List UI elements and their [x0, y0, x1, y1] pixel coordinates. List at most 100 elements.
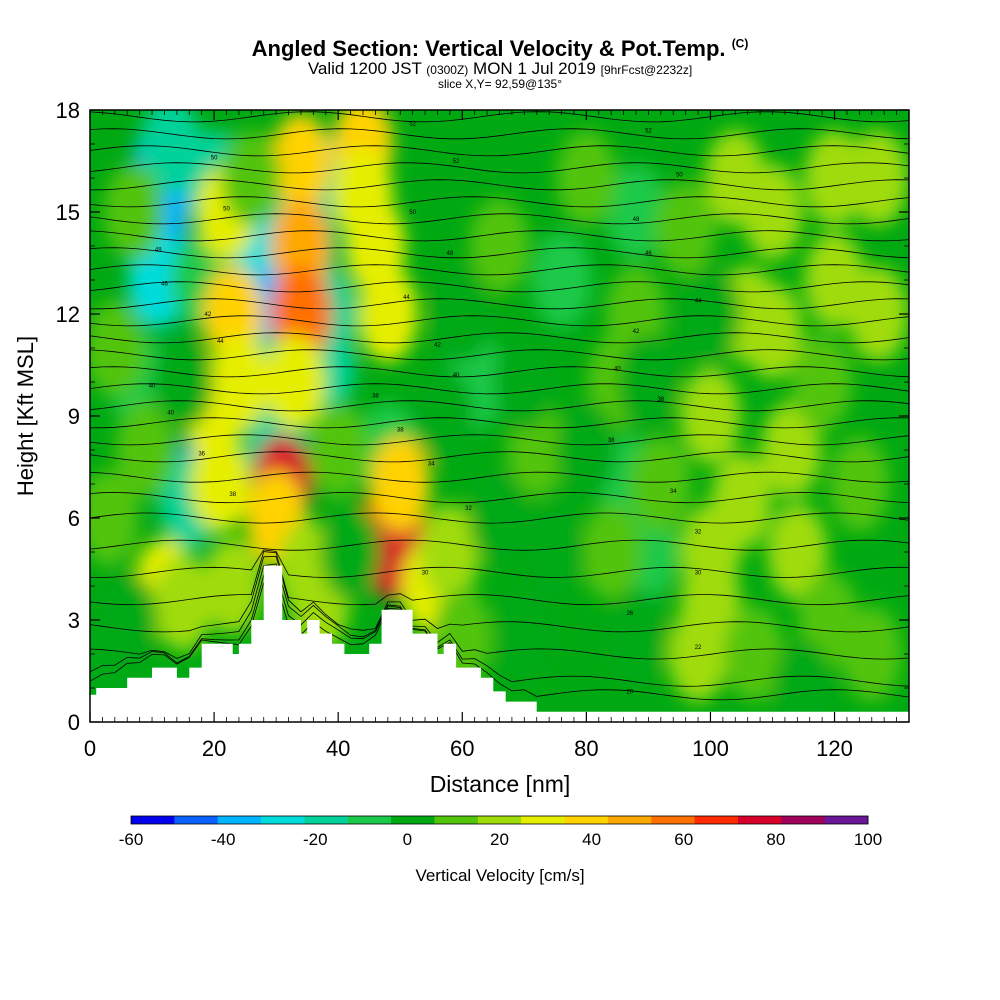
isentrope-line: [90, 247, 909, 259]
isentrope-label: 52: [453, 159, 460, 165]
velocity-cell: [841, 606, 902, 702]
isentrope-line: [90, 573, 909, 687]
y-tick-label: 12: [56, 302, 80, 327]
colorbar-swatch: [824, 816, 869, 824]
isentrope-label: 38: [397, 428, 404, 434]
isentrope-line: [90, 230, 909, 242]
valid-date: MON 1 Jul 2019: [473, 59, 596, 78]
isentrope-line: [90, 539, 909, 551]
isentrope-label: 48: [155, 247, 162, 253]
colorbar-swatch: [737, 816, 782, 824]
velocity-cell: [792, 334, 853, 430]
colorbar-tick-label: -60: [119, 830, 144, 849]
isentrope-label: 40: [453, 373, 460, 379]
y-tick-label: 18: [56, 98, 80, 123]
terrain-mask: [90, 565, 909, 722]
velocity-cell: [103, 164, 164, 260]
velocity-cell: [630, 436, 691, 532]
velocity-cell: [829, 436, 890, 532]
isentrope-label: 38: [608, 438, 615, 444]
isentrope-line: [90, 383, 909, 395]
velocity-cell: [742, 164, 803, 260]
isentrope-line: [90, 264, 909, 276]
velocity-cell: [606, 164, 666, 260]
colorbar-swatch: [261, 816, 305, 824]
y-tick-label: 6: [68, 506, 80, 531]
isentrope-label: 44: [695, 298, 702, 304]
velocity-cell: [357, 266, 418, 362]
colorbar-swatch: [347, 816, 392, 824]
isentrope-label: 22: [695, 645, 702, 651]
colorbar-swatch: [521, 816, 566, 824]
copyright-mark: (C): [731, 36, 749, 51]
chart-title: Angled Section: Vertical Velocity & Pot.…: [0, 36, 1000, 62]
isentrope-line: [90, 551, 909, 606]
x-tick-label: 0: [84, 736, 96, 761]
y-tick-label: 3: [68, 608, 80, 633]
isentrope-label: 30: [422, 570, 429, 576]
colorbar-swatch: [477, 816, 522, 824]
isentrope-label: 50: [223, 207, 230, 213]
velocity-cell: [221, 130, 282, 226]
isentrope-label: 44: [403, 295, 410, 301]
isentrope-label: 36: [198, 451, 205, 457]
isentrope-label: 48: [447, 251, 454, 257]
isentrope-label: 34: [670, 489, 677, 495]
velocity-cell: [432, 266, 493, 362]
isentrope-label: 50: [211, 156, 218, 162]
velocity-cell: [308, 402, 369, 498]
velocity-cell: [525, 504, 586, 600]
valid-forecast: [9hrFcst@2232z]: [600, 63, 693, 77]
isentrope-label: 42: [633, 329, 640, 335]
isentrope-line: [90, 563, 909, 660]
velocity-cell: [153, 555, 214, 651]
isentrope-line: [90, 281, 909, 293]
velocity-cell: [202, 538, 263, 634]
colorbar-swatch: [174, 816, 219, 824]
velocity-cell: [419, 504, 480, 600]
velocity-cell: [97, 572, 158, 668]
velocity-cell: [847, 266, 908, 362]
isentrope-label: 46: [161, 281, 168, 287]
isentrope-line: [90, 434, 909, 446]
chart-title-text: Angled Section: Vertical Velocity & Pot.…: [251, 36, 726, 61]
velocity-cell: [90, 470, 139, 566]
isentrope-label: 26: [626, 611, 633, 617]
velocity-cell: [761, 402, 822, 498]
isentrope-label: 52: [645, 128, 652, 134]
isentrope-label: 32: [695, 530, 702, 536]
velocity-cell: [264, 334, 325, 430]
colorbar: -60 -40 -20 0 20 40 60 80 100: [119, 815, 882, 849]
velocity-cell: [413, 368, 474, 464]
isentrope-line: [90, 179, 909, 191]
isentrope-line: [90, 417, 909, 429]
isentrope-line: [90, 128, 909, 140]
isentrope-label: 38: [229, 492, 236, 498]
velocity-cell: [606, 589, 666, 685]
x-tick-label: 120: [816, 736, 853, 761]
velocity-cell: [680, 266, 741, 362]
isentrope-label: 38: [657, 397, 664, 403]
isentrope-label: 50: [409, 210, 416, 216]
velocity-field: 20 22 26 30 30 32 32 34 34 36 38 38 38 38 38 40 40 40 40 42…: [90, 110, 909, 722]
colorbar-tick-label: 0: [403, 830, 412, 849]
y-tick-label: 15: [56, 200, 80, 225]
x-tick-label: 40: [326, 736, 350, 761]
velocity-cell: [270, 113, 331, 209]
isentrope-label: 32: [465, 506, 472, 512]
valid-prefix: Valid 1200 JST: [307, 59, 422, 78]
colorbar-swatch: [607, 816, 652, 824]
isentrope-line: [90, 349, 909, 361]
colorbar-frame: [130, 815, 869, 825]
velocity-cell: [153, 334, 214, 430]
isentrope-line: [90, 582, 909, 701]
velocity-cell: [618, 334, 679, 430]
x-tick-label: 60: [450, 736, 474, 761]
isentrope-label: 34: [428, 462, 435, 468]
colorbar-tick-label: 60: [674, 830, 693, 849]
isentrope-label: 48: [633, 217, 640, 223]
isentrope-line: [90, 298, 909, 310]
x-axis: 0 20 40 60 80 100 120: [84, 110, 910, 761]
velocity-cell: [581, 504, 642, 600]
colorbar-tick-label: 80: [766, 830, 785, 849]
